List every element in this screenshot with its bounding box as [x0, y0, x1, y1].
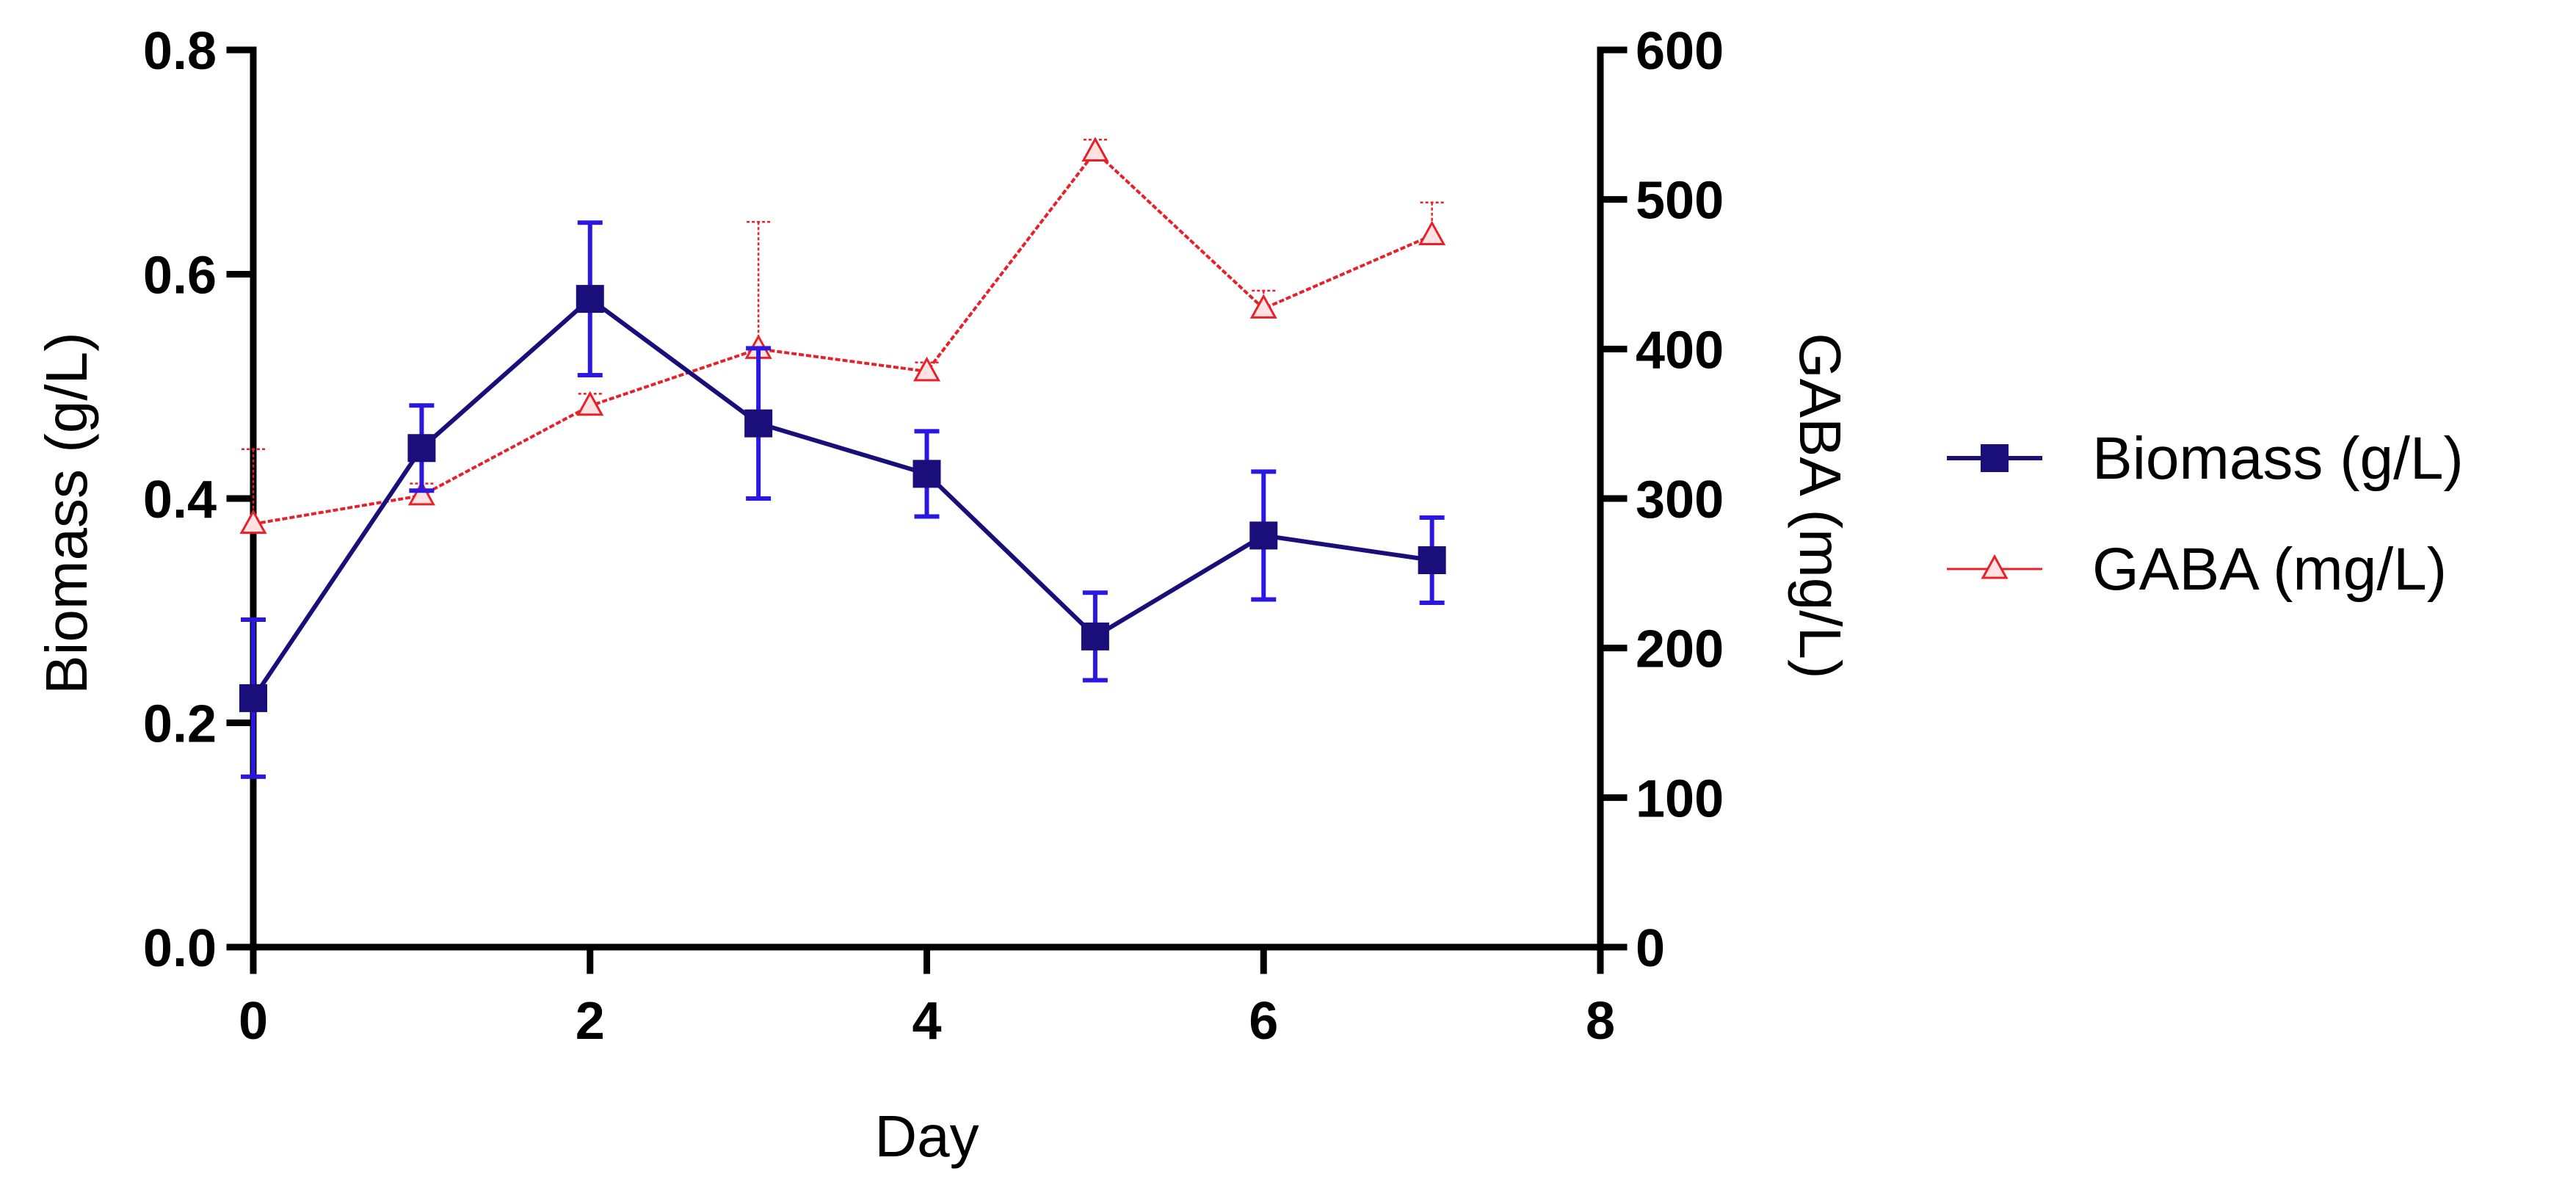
x-tick-label: 2 — [576, 992, 605, 1051]
biomass-point — [576, 285, 604, 314]
gaba-line — [253, 149, 1433, 526]
gaba-point — [1249, 294, 1277, 319]
legend-biomass-marker — [1981, 444, 2009, 472]
y-left-tick-label: 0.2 — [143, 695, 217, 754]
x-axis-title: Day — [874, 1103, 979, 1169]
legend-biomass-label: Biomass (g/L) — [2092, 425, 2464, 492]
legend: Biomass (g/L) GABA (mg/L) — [1947, 425, 2464, 603]
biomass-point — [1249, 521, 1278, 550]
x-tick-label: 0 — [239, 992, 268, 1051]
y-left-tick-label: 0.8 — [143, 22, 217, 81]
gaba-series-group — [239, 137, 1446, 534]
x-tick-label: 4 — [912, 992, 941, 1051]
y-right-axis-title: GABA (mg/L) — [1788, 333, 1853, 678]
y-left-axis-title: Biomass (g/L) — [34, 332, 99, 694]
x-tick-label: 6 — [1249, 992, 1278, 1051]
y-right-tick-label: 100 — [1636, 769, 1724, 828]
gaba-point — [1418, 220, 1446, 246]
gaba-point — [913, 356, 941, 382]
biomass-point — [239, 684, 267, 712]
x-tick-label: 8 — [1586, 992, 1615, 1051]
legend-gaba-label: GABA (mg/L) — [2092, 536, 2447, 603]
biomass-point — [744, 409, 773, 438]
y-right-tick-label: 200 — [1636, 620, 1724, 679]
gaba-point — [407, 480, 435, 506]
y-right-tick-label: 500 — [1636, 172, 1724, 231]
gaba-point — [1081, 137, 1109, 162]
axes-group: 0 2 4 6 8 0.0 0.2 0.4 0.6 0.8 0 100 200 300 400 500 600 — [143, 22, 1724, 1051]
y-right-tick-label: 300 — [1636, 471, 1724, 529]
biomass-series-group — [239, 220, 1446, 779]
biomass-point — [913, 460, 941, 488]
legend-gaba-marker — [1981, 554, 2009, 579]
biomass-line — [251, 296, 1433, 700]
y-left-tick-label: 0.4 — [143, 471, 217, 529]
y-left-tick-label: 0.0 — [143, 919, 217, 978]
axis-labels-group: Day Biomass (g/L) GABA (mg/L) — [34, 332, 1853, 1169]
biomass-point — [1418, 546, 1446, 575]
biomass-point — [407, 434, 436, 463]
biomass-point — [1081, 622, 1109, 650]
gaba-point — [239, 509, 267, 534]
gaba-point — [576, 391, 604, 416]
y-right-tick-label: 600 — [1636, 22, 1724, 81]
y-right-tick-label: 0 — [1636, 919, 1665, 978]
y-right-tick-label: 400 — [1636, 321, 1724, 380]
y-left-tick-label: 0.6 — [143, 247, 217, 305]
